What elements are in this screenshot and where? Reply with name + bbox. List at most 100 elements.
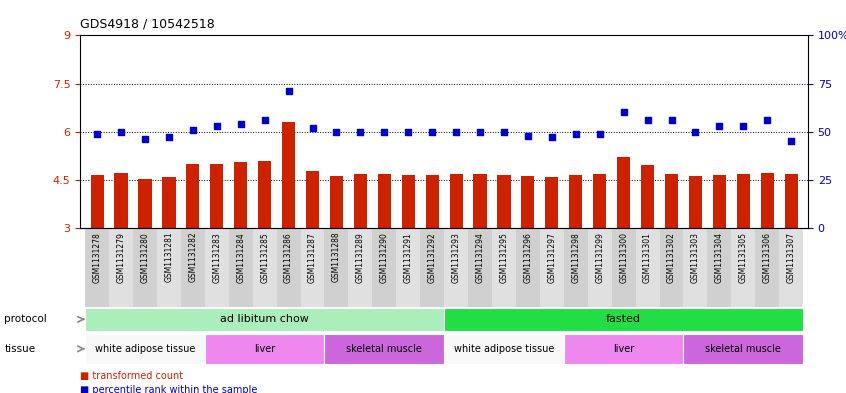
Point [377, 129, 391, 135]
Text: GSM1131284: GSM1131284 [236, 232, 245, 283]
Bar [684, 228, 707, 307]
Text: GSM1131306: GSM1131306 [763, 232, 772, 283]
Point [665, 117, 678, 123]
Text: GSM1131303: GSM1131303 [691, 232, 700, 283]
Text: white adipose tissue: white adipose tissue [453, 344, 554, 354]
Point [234, 121, 248, 127]
Point [330, 129, 343, 135]
Text: GSM1131296: GSM1131296 [524, 232, 532, 283]
Point [712, 123, 726, 129]
Text: GDS4918 / 10542518: GDS4918 / 10542518 [80, 18, 215, 31]
Point [138, 136, 151, 143]
Point [402, 129, 415, 135]
Text: GSM1131302: GSM1131302 [667, 232, 676, 283]
Point [186, 127, 200, 133]
Point [689, 129, 702, 135]
Bar [377, 174, 391, 228]
Text: GSM1131292: GSM1131292 [428, 232, 437, 283]
Bar [258, 161, 272, 228]
Bar [133, 228, 157, 307]
Bar [449, 174, 463, 228]
Bar [109, 228, 133, 307]
Point [258, 117, 272, 123]
Bar [660, 228, 684, 307]
Bar [228, 228, 253, 307]
Text: liver: liver [613, 344, 634, 354]
Bar [593, 174, 607, 228]
Text: GSM1131282: GSM1131282 [189, 232, 197, 283]
Text: GSM1131283: GSM1131283 [212, 232, 222, 283]
Text: GSM1131307: GSM1131307 [787, 232, 796, 283]
Bar [349, 228, 372, 307]
Bar [306, 171, 319, 228]
Bar [516, 228, 540, 307]
Bar [546, 177, 558, 228]
Text: GSM1131293: GSM1131293 [452, 232, 460, 283]
Bar [426, 175, 439, 228]
Bar [497, 175, 511, 228]
Text: GSM1131278: GSM1131278 [92, 232, 102, 283]
Point [354, 129, 367, 135]
Bar [444, 308, 803, 331]
Text: protocol: protocol [4, 314, 47, 324]
Point [449, 129, 463, 135]
Bar [468, 228, 492, 307]
Bar [731, 228, 755, 307]
Text: fasted: fasted [606, 314, 641, 324]
Text: GSM1131280: GSM1131280 [140, 232, 150, 283]
Bar [372, 228, 396, 307]
Bar [354, 174, 367, 228]
Text: GSM1131279: GSM1131279 [117, 232, 125, 283]
Bar [420, 228, 444, 307]
Bar [617, 157, 630, 228]
Text: GSM1131304: GSM1131304 [715, 232, 724, 283]
Bar [139, 179, 151, 228]
Bar [684, 334, 803, 364]
Point [784, 138, 798, 144]
Text: GSM1131288: GSM1131288 [332, 232, 341, 283]
Bar [612, 228, 635, 307]
Point [473, 129, 486, 135]
Bar [635, 228, 660, 307]
Text: GSM1131289: GSM1131289 [356, 232, 365, 283]
Bar [474, 174, 486, 228]
Bar [114, 173, 128, 228]
Bar [277, 228, 300, 307]
Text: GSM1131291: GSM1131291 [404, 232, 413, 283]
Bar [689, 176, 702, 228]
Text: GSM1131295: GSM1131295 [499, 232, 508, 283]
Point [162, 134, 176, 141]
Text: GSM1131299: GSM1131299 [596, 232, 604, 283]
Bar [157, 228, 181, 307]
Text: GSM1131286: GSM1131286 [284, 232, 293, 283]
Bar [85, 308, 444, 331]
Point [545, 134, 558, 141]
Point [497, 129, 511, 135]
Point [114, 129, 128, 135]
Bar [784, 174, 798, 228]
Bar [707, 228, 731, 307]
Bar [492, 228, 516, 307]
Text: GSM1131298: GSM1131298 [571, 232, 580, 283]
Bar [569, 175, 582, 228]
Bar [540, 228, 563, 307]
Text: GSM1131300: GSM1131300 [619, 232, 628, 283]
Bar [641, 165, 654, 228]
Bar [162, 177, 175, 228]
Bar [325, 334, 444, 364]
Point [761, 117, 774, 123]
Bar [444, 334, 563, 364]
Bar [779, 228, 803, 307]
Text: ■ transformed count: ■ transformed count [80, 371, 184, 381]
Bar [563, 228, 588, 307]
Point [426, 129, 439, 135]
Text: skeletal muscle: skeletal muscle [706, 344, 781, 354]
Bar [396, 228, 420, 307]
Text: ■ percentile rank within the sample: ■ percentile rank within the sample [80, 385, 258, 393]
Bar [755, 228, 779, 307]
Bar [563, 334, 684, 364]
Point [593, 130, 607, 137]
Point [737, 123, 750, 129]
Text: GSM1131281: GSM1131281 [164, 232, 173, 283]
Point [282, 88, 295, 94]
